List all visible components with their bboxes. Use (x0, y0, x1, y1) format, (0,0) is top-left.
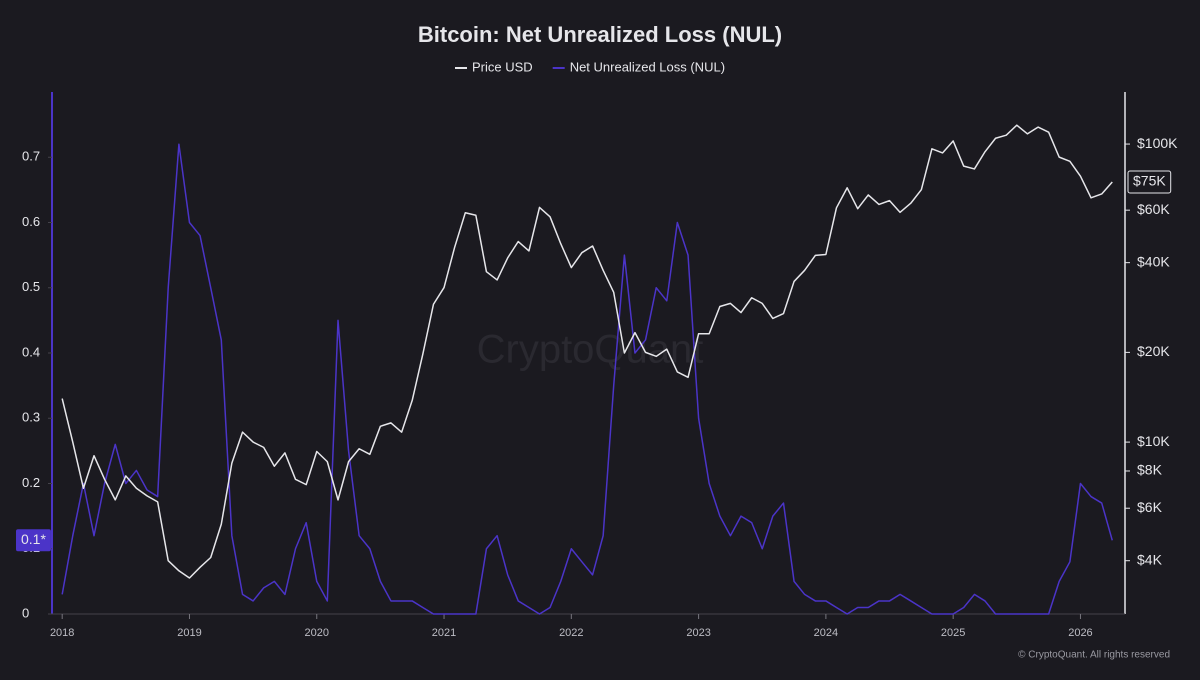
series-line (61, 124, 1113, 579)
y2-tick-label: $20K (1137, 343, 1170, 359)
badge-box (16, 529, 51, 552)
y2-tick-label: $10K (1137, 433, 1170, 449)
y-tick-label: 0.7 (22, 149, 40, 164)
series-line (61, 143, 1113, 615)
badge-box (1127, 170, 1172, 194)
legend-label: Net Unrealized Loss (NUL) (570, 59, 725, 74)
x-tick-label: 2019 (177, 627, 201, 639)
y-tick-label: 0.3 (22, 410, 40, 425)
y2-tick-label: $8K (1137, 462, 1163, 478)
x-tick-label: 2026 (1068, 627, 1092, 639)
x-tick-label: 2022 (559, 627, 583, 639)
y2-tick-label: $60K (1137, 201, 1170, 217)
y2-tick-label: $40K (1137, 253, 1170, 269)
x-tick-label: 2024 (814, 627, 838, 639)
y-tick-label: 0.4 (22, 344, 40, 359)
y-tick-label: 0 (22, 605, 29, 620)
legend-label: Price USD (472, 59, 533, 74)
y-tick-label: 0.2 (22, 475, 40, 490)
x-tick-label: 2023 (686, 627, 710, 639)
badge-label: 0.1* (21, 531, 46, 547)
badge-label: $75K (1133, 173, 1166, 189)
y2-tick-label: $100K (1137, 135, 1178, 151)
legend: Price USD Net Unrealized Loss (NUL) (455, 59, 725, 74)
y-tick-label: 0.5 (22, 279, 40, 294)
x-tick-label: 2018 (50, 627, 74, 639)
x-tick-label: 2021 (432, 627, 456, 639)
x-tick-label: 2025 (941, 627, 965, 639)
y2-tick-label: $6K (1137, 499, 1163, 515)
watermark: CryptoQuant (477, 328, 704, 372)
chart-title: Bitcoin: Net Unrealized Loss (NUL) (418, 22, 782, 47)
value-badge: $75K (1127, 170, 1172, 194)
y-tick-label: 0.6 (22, 214, 40, 229)
y2-tick-label: $4K (1137, 551, 1163, 567)
footer: © CryptoQuant. All rights reserved (1018, 650, 1170, 661)
value-badge: 0.1* (16, 529, 51, 552)
x-tick-label: 2020 (305, 627, 329, 639)
